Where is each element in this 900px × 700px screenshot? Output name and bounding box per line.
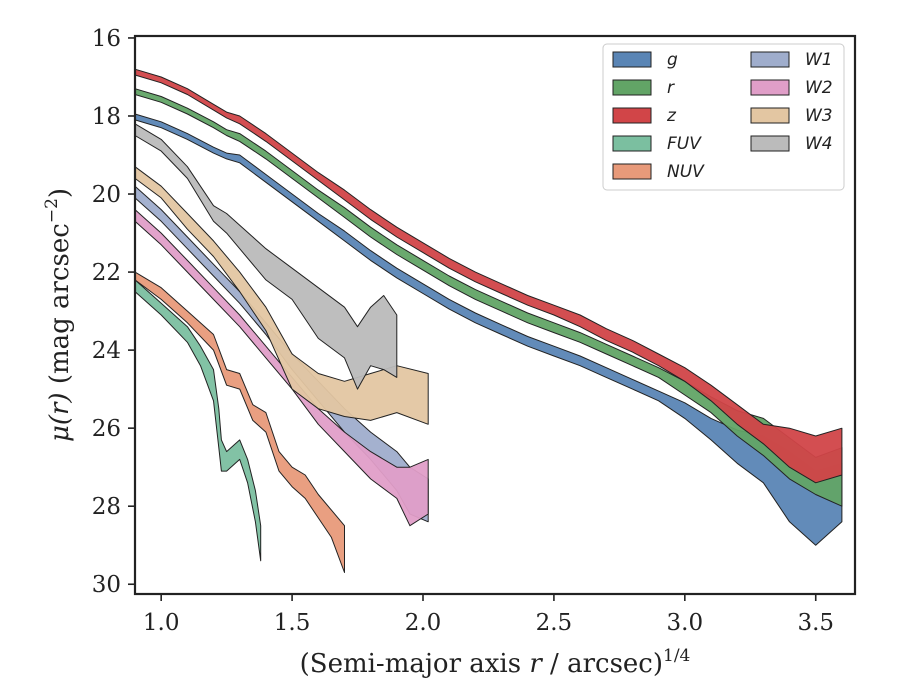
legend-label-g: g (667, 50, 678, 70)
band-fuv (134, 279, 262, 562)
y-tick-label: 24 (92, 338, 121, 364)
legend-label-w4: W4 (805, 134, 833, 154)
y-tick-label: 26 (92, 416, 121, 442)
y-tick-label: 16 (92, 26, 121, 52)
y-axis-title: μ(r) (mag arcsec−2) (42, 188, 75, 442)
legend-label-r: r (667, 78, 675, 98)
legend-swatch-fuv (612, 135, 652, 152)
legend-swatch-g (612, 51, 652, 68)
legend-swatch-nuv (612, 163, 652, 180)
band-z (134, 68, 843, 484)
band-g (134, 113, 843, 546)
y-axis: 16 18 20 22 24 26 28 30 (92, 26, 135, 598)
x-tick-label: 3.5 (797, 610, 834, 636)
legend-swatch-w1 (750, 51, 790, 68)
band-nuv (134, 271, 345, 573)
band-w3 (134, 166, 429, 425)
legend-label-nuv: NUV (667, 162, 705, 182)
profile-bands (134, 68, 843, 573)
legend-swatch-w2 (750, 79, 790, 96)
y-tick-label: 30 (92, 572, 121, 598)
x-tick-label: 1.5 (274, 610, 311, 636)
legend-swatch-r (612, 79, 652, 96)
x-axis-title: (Semi-major axis r / arcsec)1/4 (300, 646, 691, 679)
y-tick-label: 20 (92, 182, 121, 208)
legend-label-w1: W1 (805, 50, 833, 70)
band-w2 (134, 209, 429, 527)
legend: grz FUV NUV W1 W2 W3 W4 (602, 43, 845, 191)
x-tick-label: 2.0 (405, 610, 442, 636)
legend-swatch-z (612, 107, 652, 124)
legend-label-w3: W3 (805, 106, 833, 126)
y-tick-label: 22 (92, 260, 121, 286)
band-w4 (134, 123, 398, 390)
plot-frame (133, 34, 857, 596)
y-tick-label: 18 (92, 104, 121, 130)
y-tick-label: 28 (92, 494, 121, 520)
legend-swatch-w3 (750, 107, 790, 124)
x-tick-label: 1.0 (143, 610, 180, 636)
legend-swatch-w4 (750, 135, 790, 152)
band-r (134, 88, 843, 507)
x-tick-label: 2.5 (536, 610, 573, 636)
legend-label-fuv: FUV (667, 134, 702, 154)
x-axis: 1.0 1.5 2.0 2.5 3.0 3.5 (143, 594, 834, 636)
x-tick-label: 3.0 (667, 610, 704, 636)
legend-label-z: z (666, 106, 677, 126)
legend-label-w2: W2 (805, 78, 833, 98)
